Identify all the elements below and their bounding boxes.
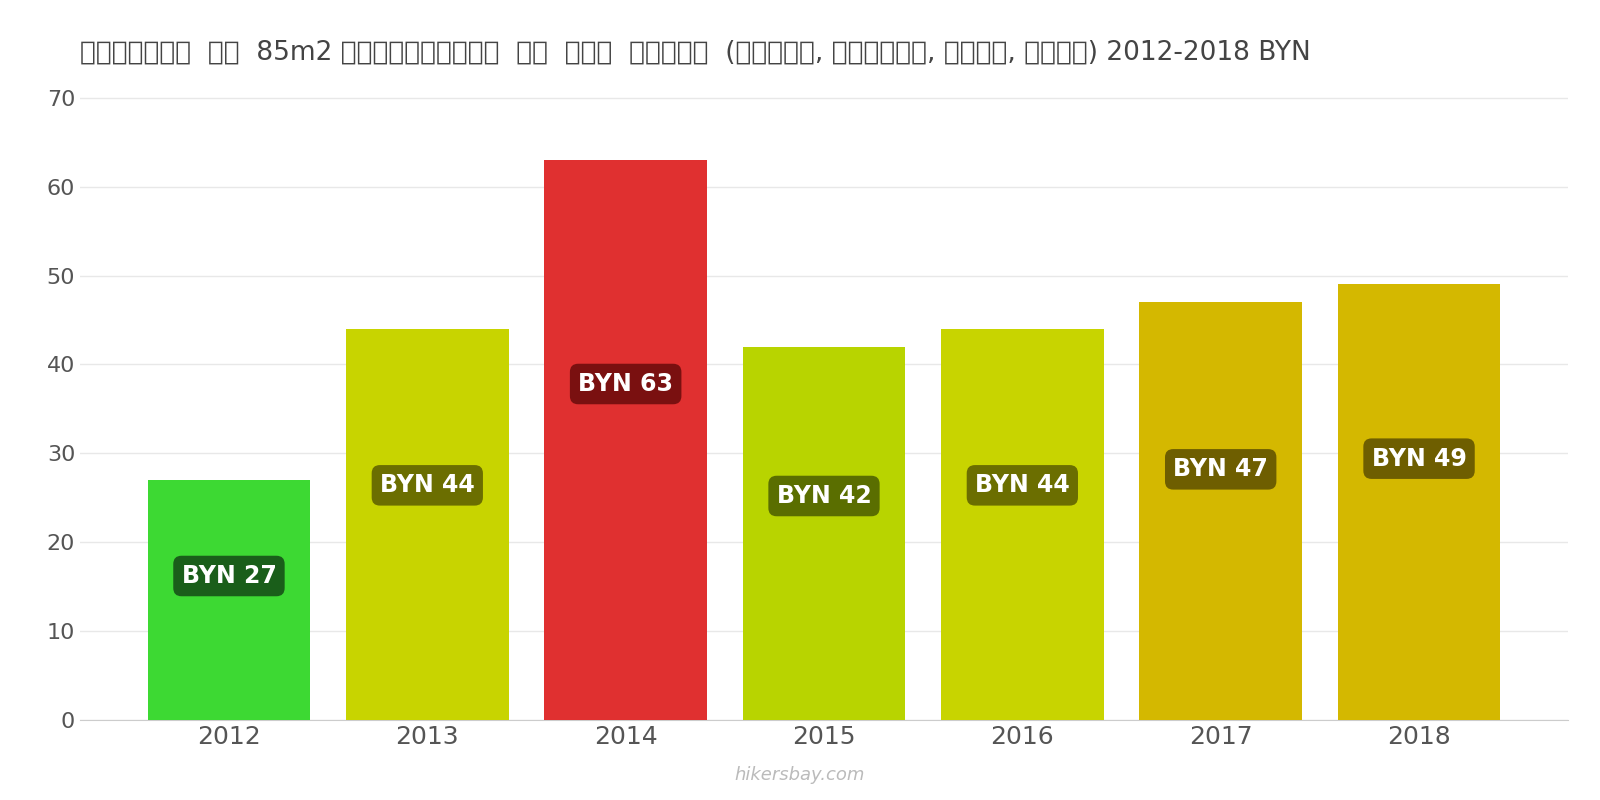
Text: BYN 49: BYN 49 <box>1371 446 1467 470</box>
Bar <box>147 480 310 720</box>
Bar <box>1139 302 1302 720</box>
Bar <box>346 329 509 720</box>
Text: BYN 63: BYN 63 <box>578 372 674 396</box>
Bar <box>742 346 906 720</box>
Text: BYN 47: BYN 47 <box>1173 458 1269 482</box>
Bar <box>544 160 707 720</box>
Bar <box>1338 285 1501 720</box>
Text: बेलारूस  एक  85m2 अपार्टमेंट  के  लिए  शुल्क  (बिजली, हीटिंग, पानी, कचरा) 2012-2: बेलारूस एक 85m2 अपार्टमेंट के लिए शुल्क … <box>80 39 1310 65</box>
Bar <box>941 329 1104 720</box>
Text: BYN 42: BYN 42 <box>776 484 872 508</box>
Text: BYN 44: BYN 44 <box>379 474 475 498</box>
Text: BYN 27: BYN 27 <box>181 564 277 588</box>
Text: hikersbay.com: hikersbay.com <box>734 766 866 784</box>
Text: BYN 44: BYN 44 <box>974 474 1070 498</box>
